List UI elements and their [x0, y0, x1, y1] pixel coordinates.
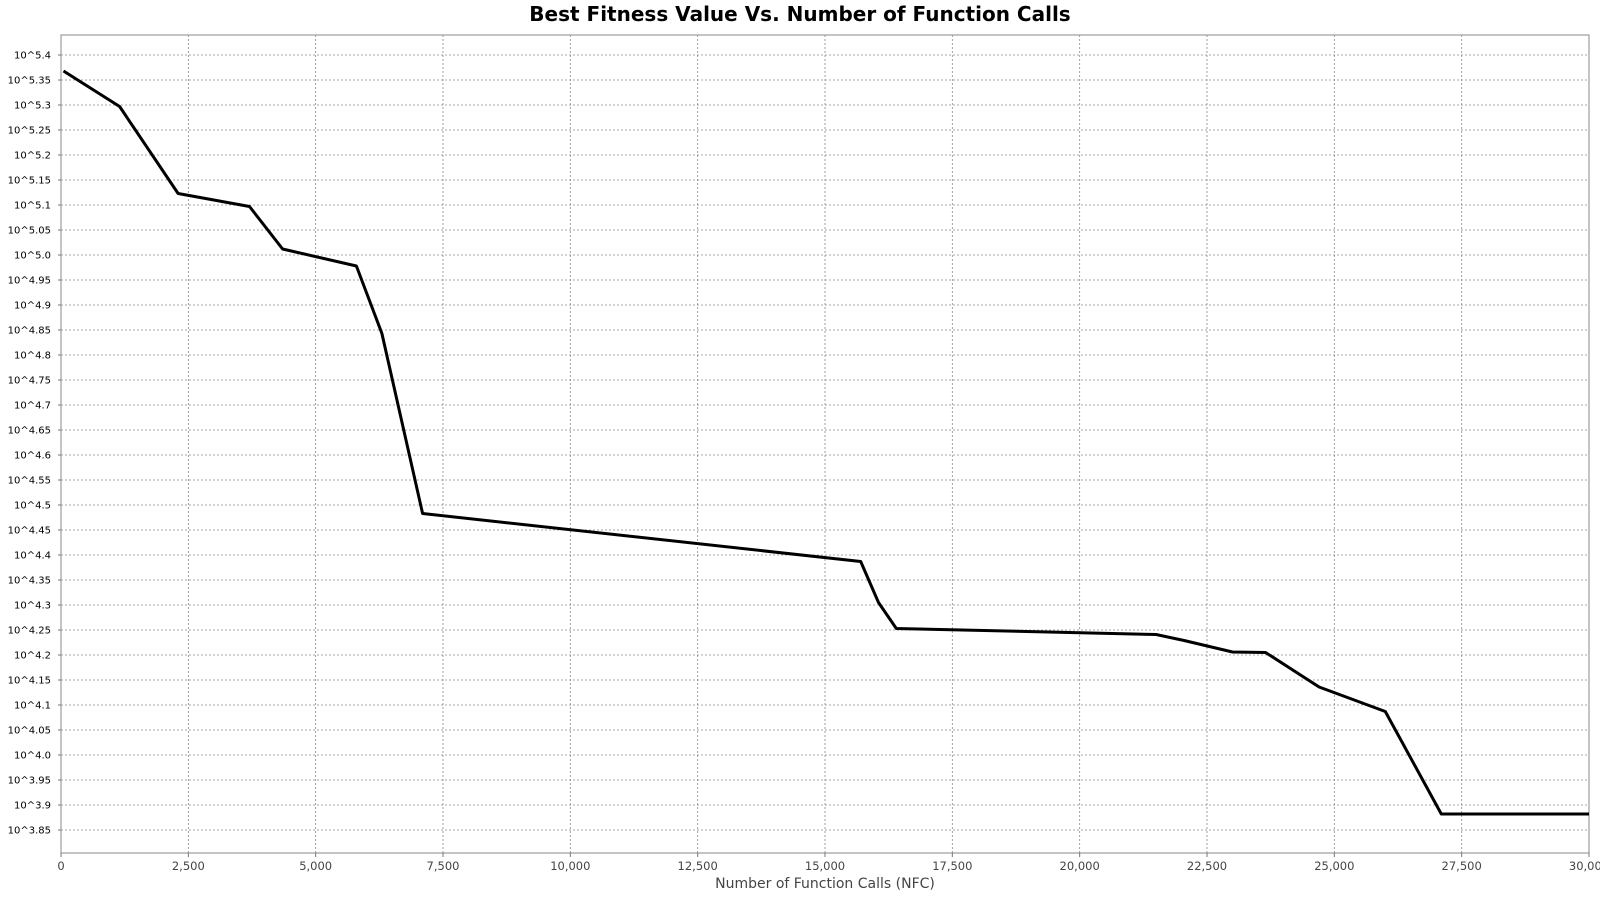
x-axis-ticks: 0 2,500 5,000 7,500 10,000 12,500 15,000 17,500… [57, 853, 1600, 873]
y-tick-label: 10^4.8 [14, 351, 51, 362]
y-tick-label: 10^4.3 [14, 601, 51, 612]
y-tick-label: 10^5.3 [14, 101, 51, 112]
y-tick-label: 10^4.2 [14, 651, 51, 662]
y-tick-label: 10^3.9 [14, 801, 51, 812]
y-tick-label: 10^4.15 [8, 676, 51, 687]
y-tick-label: 10^5.2 [14, 151, 51, 162]
x-tick-label: 30,000 [1569, 859, 1600, 873]
x-tick-label: 2,500 [172, 859, 205, 873]
y-tick-label: 10^5.05 [8, 226, 51, 237]
x-tick-label: 5,000 [299, 859, 332, 873]
y-tick-label: 10^4.35 [8, 576, 51, 587]
x-tick-label: 17,500 [932, 859, 972, 873]
y-tick-label: 10^5.0 [14, 251, 51, 262]
y-tick-label: 10^3.85 [8, 826, 51, 837]
chart-title: Best Fitness Value Vs. Number of Functio… [529, 2, 1070, 26]
series-group [62, 69, 1589, 816]
y-tick-label: 10^4.7 [14, 401, 51, 412]
y-tick-label: 10^5.15 [8, 176, 51, 187]
y-tick-label: 10^4.5 [14, 501, 51, 512]
y-tick-label: 10^4.4 [14, 551, 51, 562]
series-line [62, 69, 1589, 816]
y-tick-label: 10^5.1 [14, 201, 51, 212]
y-tick-label: 10^5.4 [14, 51, 51, 62]
y-tick-label: 10^4.65 [8, 426, 51, 437]
y-tick-label: 10^5.25 [8, 126, 51, 137]
y-tick-label: 10^4.05 [8, 726, 51, 737]
y-tick-label: 10^4.45 [8, 526, 51, 537]
grid-lines [61, 35, 1589, 853]
x-tick-label: 12,500 [678, 859, 718, 873]
x-tick-label: 15,000 [805, 859, 845, 873]
x-tick-label: 22,500 [1187, 859, 1227, 873]
y-tick-label: 10^4.25 [8, 626, 51, 637]
y-tick-label: 10^5.35 [8, 76, 51, 87]
x-tick-label: 10,000 [550, 859, 590, 873]
x-axis-label: Number of Function Calls (NFC) [715, 876, 935, 892]
y-axis-ticks: 10^3.85 10^3.9 10^3.95 10^4.0 10^4.05 10^4.1 1… [8, 51, 61, 837]
x-tick-label: 7,500 [427, 859, 460, 873]
y-tick-label: 10^3.95 [8, 776, 51, 787]
x-tick-label: 0 [57, 859, 64, 873]
y-tick-label: 10^4.85 [8, 326, 51, 337]
y-tick-label: 10^4.6 [14, 451, 51, 462]
x-tick-label: 20,000 [1060, 859, 1100, 873]
x-tick-label: 25,000 [1314, 859, 1354, 873]
y-tick-label: 10^4.55 [8, 476, 51, 487]
y-tick-label: 10^4.9 [14, 301, 51, 312]
y-tick-label: 10^4.0 [14, 751, 51, 762]
y-tick-label: 10^4.95 [8, 276, 51, 287]
y-tick-label: 10^4.75 [8, 376, 51, 387]
x-tick-label: 27,500 [1442, 859, 1482, 873]
y-tick-label: 10^4.1 [14, 701, 51, 712]
